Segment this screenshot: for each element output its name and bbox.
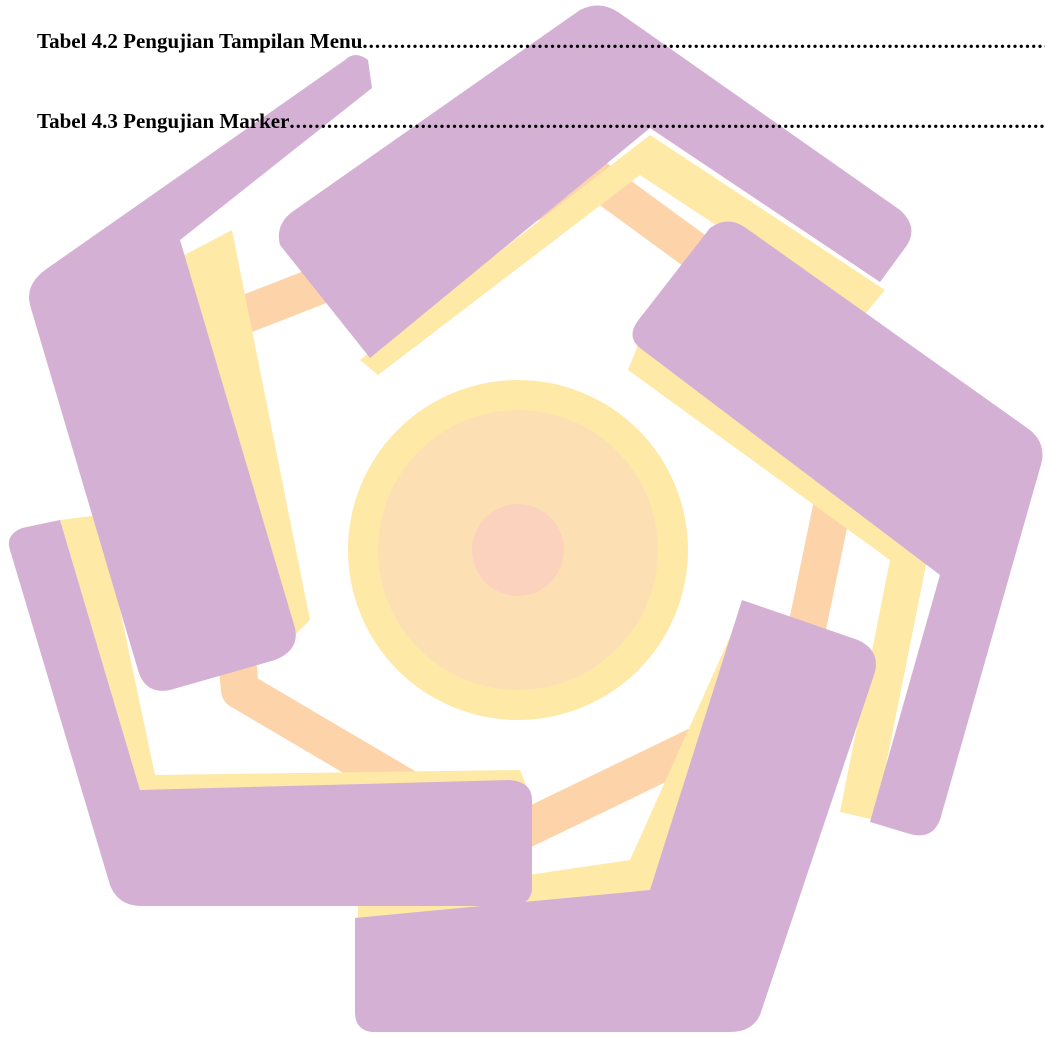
logo-yellow-band-5 — [358, 610, 760, 918]
toc-entry-title: Tabel 4.3 Pengujian Marker — [37, 109, 290, 133]
logo-arm-top — [278, 5, 912, 358]
logo-arm-upper-left — [29, 55, 372, 691]
logo-yellow-band-1 — [175, 230, 310, 640]
list-of-tables: Tabel 4.2 Pengujian Tampilan Menu Tabel … — [37, 26, 1045, 186]
toc-dot-leader — [362, 26, 1045, 56]
logo-arm-bottom — [355, 600, 876, 1032]
logo-center-inner — [472, 504, 564, 596]
logo-arm-right — [632, 221, 1043, 836]
logo-yellow-band-3 — [628, 340, 930, 820]
toc-dot-leader — [289, 106, 1045, 136]
logo-arm-lower-left — [8, 520, 532, 906]
toc-entry-tabel-4-3: Tabel 4.3 Pengujian Marker — [37, 106, 1045, 136]
toc-entry-title: Tabel 4.2 Pengujian Tampilan Menu — [37, 29, 363, 53]
toc-entry-tabel-4-2: Tabel 4.2 Pengujian Tampilan Menu — [37, 26, 1045, 56]
